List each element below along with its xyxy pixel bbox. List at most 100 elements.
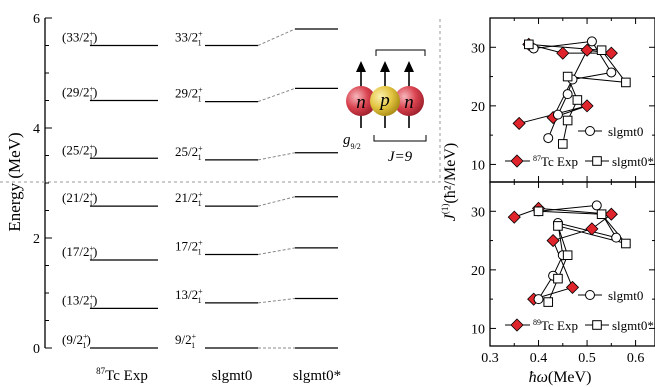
legend-slgmt0-star: slgmt0*	[612, 154, 654, 169]
slgmt0-level-label-index: 1	[198, 39, 202, 48]
particle-label-3: n	[404, 92, 414, 113]
level-connector	[257, 247, 296, 255]
exp-marker	[604, 46, 618, 60]
energy-tick-label: 2	[33, 232, 40, 247]
exp-level-label-spin: (13/2	[62, 292, 89, 307]
slgmt0-level-label: 25/2+ 1	[175, 144, 203, 162]
proton-sphere	[370, 86, 400, 116]
y-tick-label: 10	[471, 158, 485, 173]
level-connector	[257, 152, 296, 161]
slgmt0-star-marker	[533, 206, 544, 217]
slgmt0-level-label-parity: +	[198, 86, 203, 95]
neutron-sphere-2	[394, 86, 424, 116]
exp-level-label: (17/2+ 1)	[62, 244, 97, 262]
slgmt0-star-marker	[553, 221, 563, 231]
exp-marker	[512, 116, 526, 130]
slgmt0-level-label-parity: +	[198, 144, 203, 153]
exp-marker	[565, 280, 580, 294]
slgmt0-marker	[585, 126, 595, 136]
energy-ticks: 0 2 4 6	[33, 12, 52, 357]
slgmt0-level-label: 9/2+ 1	[175, 332, 197, 350]
exp-level-label: (25/2+ 1)	[62, 142, 97, 160]
exp-level-label-index: 1	[89, 199, 93, 208]
slgmt0-marker	[585, 290, 595, 300]
exp-level-label-index: 1	[89, 301, 93, 310]
slgmt0-level-label-parity: +	[198, 239, 203, 248]
exp-level-label-index: 1	[89, 253, 93, 262]
y-tick-label: 30	[471, 41, 485, 56]
exp-level-label-close: )	[93, 292, 97, 307]
exp-level-label-index: 1	[82, 341, 86, 350]
x-tick-label: 0.6	[627, 351, 645, 366]
slgmt0-star-marker	[553, 273, 563, 284]
slgmt0-level-label: 13/2+ 1	[175, 287, 203, 305]
exp-marker	[507, 210, 521, 224]
exp-level-label-spin: (21/2	[62, 190, 89, 205]
legend-exp-text: Tc Exp	[541, 154, 578, 169]
x-axis-label-unit: (MeV)	[548, 369, 592, 386]
exp-level-label-close: )	[93, 244, 97, 259]
slgmt0-level-label-spin: 29/2	[175, 86, 198, 101]
slgmt0-level-label-parity: +	[198, 190, 203, 199]
inset-top-bracket	[375, 49, 426, 56]
slgmt0-level-label-index: 1	[191, 341, 195, 350]
legend-exp-mass: 89	[533, 318, 541, 327]
y-tick-label: 20	[471, 264, 485, 279]
exp-level-label-close: )	[93, 85, 97, 100]
slgmt0-level-label-index: 1	[198, 199, 202, 208]
slgmt0-star-marker	[557, 139, 568, 149]
particle-label-1: n	[356, 92, 366, 113]
slgmt0-marker	[586, 36, 597, 47]
particle-label-2: p	[378, 90, 390, 111]
legend-slgmt0: slgmt0	[608, 288, 643, 303]
spin-arrow-3-head	[404, 61, 414, 72]
bottom-panel-plot: 10 20 30 slgmt0 89Tc Exp slgmt0*	[471, 182, 655, 346]
spin-arrow-2-head	[380, 61, 390, 72]
series-line	[533, 40, 613, 139]
slgmt0-star-marker	[596, 209, 607, 220]
slgmt0-star-marker	[592, 320, 602, 330]
exp-level-label: (13/2+ 1)	[62, 292, 97, 310]
slgmt0-marker	[552, 109, 563, 120]
exp-level-label-close: )	[93, 30, 97, 45]
legend-exp-mass: 87	[533, 154, 541, 163]
column-label-exp-text: Tc Exp	[105, 368, 148, 384]
energy-tick-label: 6	[33, 12, 40, 27]
x-tick-label: 0.5	[578, 351, 596, 366]
legend-exp: 89Tc Exp	[533, 318, 578, 333]
legend-exp-text: Tc Exp	[541, 318, 578, 333]
slgmt0-level-label: 33/2+ 1	[175, 30, 203, 48]
orbital-label-g: g	[343, 132, 351, 148]
slgmt0-level-label-index: 1	[198, 95, 202, 104]
slgmt0-level-label-parity: +	[192, 332, 197, 341]
spin-arrow-1-head	[356, 61, 366, 72]
exp-level-label-parity: +	[89, 30, 94, 39]
neutron-sphere-1	[346, 86, 376, 116]
column-label-exp: 87Tc Exp	[96, 366, 148, 384]
y-tick-label: 10	[471, 322, 485, 337]
exp-level-label-close: )	[93, 142, 97, 157]
slgmt0-marker	[533, 294, 544, 305]
x-axis-label-symbol: ħω	[529, 369, 548, 386]
slgmt0-level-label-index: 1	[198, 296, 202, 305]
inset-dashed-frame	[0, 18, 441, 183]
orbital-label-sub: 9/2	[351, 142, 361, 151]
slgmt0-level-label-spin: 17/2	[175, 239, 198, 254]
exp-level-label: (9/2+ 1)	[62, 332, 91, 350]
exp-marker	[556, 46, 570, 60]
slgmt0-level-label-spin: 25/2	[175, 144, 198, 159]
slgmt0-level-label-index: 1	[198, 248, 202, 257]
orbital-label: g9/2	[343, 132, 361, 151]
y-tick-label: 30	[471, 205, 485, 220]
exp-marker	[510, 154, 524, 168]
y-axis-label-j: J	[442, 213, 459, 221]
slgmt0-marker	[562, 89, 573, 100]
exp-level-label-parity: +	[89, 190, 94, 199]
exp-marker	[604, 207, 618, 221]
exp-level-label-parity: +	[89, 292, 94, 301]
slgmt0-marker	[591, 200, 602, 211]
exp-level-label-index: 1	[89, 94, 93, 103]
exp-level-label-parity: +	[89, 142, 94, 151]
